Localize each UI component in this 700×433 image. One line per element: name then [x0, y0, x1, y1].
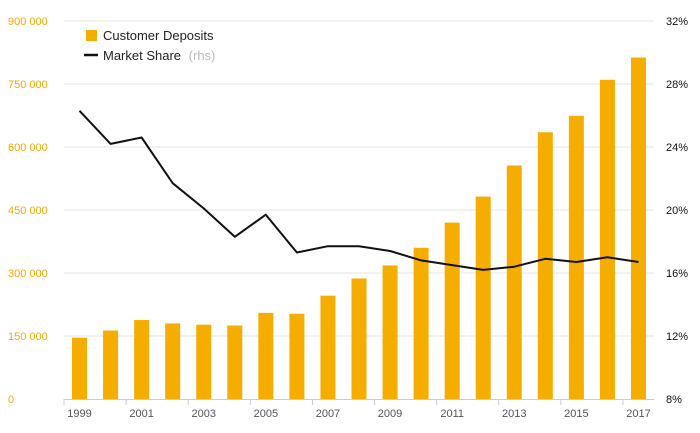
deposit-bar — [599, 79, 615, 400]
deposit-bar — [630, 57, 646, 399]
legend: Customer Deposits Market Share (rhs) — [84, 28, 215, 63]
gridlines — [64, 20, 654, 337]
x-tick-label: 2011 — [440, 408, 464, 420]
deposit-bar — [320, 295, 336, 399]
market-share-line — [78, 110, 639, 271]
deposit-bar — [475, 196, 491, 399]
y-left-tick-label: 600 000 — [8, 142, 48, 154]
legend-swatch-deposits — [86, 30, 97, 41]
x-axis — [63, 399, 654, 405]
deposit-bar — [444, 222, 460, 399]
market-share-line-group — [78, 110, 639, 271]
y-right-tick-label: 28% — [666, 79, 688, 91]
x-tick-label: 2009 — [378, 408, 402, 420]
deposit-bar — [227, 325, 243, 399]
x-tick-label: 1999 — [67, 408, 91, 420]
axis-labels: 0 150 000 300 000 450 000 600 000 750 000 900 … — [8, 16, 688, 420]
deposit-bar — [72, 337, 88, 399]
y-left-tick-label: 750 000 — [8, 79, 48, 91]
x-tick-label: 2013 — [502, 408, 526, 420]
y-left-tick-label: 0 — [8, 394, 14, 406]
deposit-bar — [196, 324, 212, 399]
x-tick-label: 2003 — [191, 408, 215, 420]
y-right-tick-label: 24% — [666, 142, 688, 154]
x-tick-label: 2017 — [626, 408, 650, 420]
deposit-bar — [351, 278, 367, 399]
x-tick-label: 2005 — [254, 408, 278, 420]
y-left-tick-label: 150 000 — [8, 331, 48, 343]
y-right-tick-label: 16% — [666, 268, 688, 280]
legend-rhs-note: (rhs) — [189, 48, 216, 63]
deposit-bar — [537, 132, 553, 400]
y-right-tick-label: 32% — [666, 16, 688, 28]
deposit-bar — [413, 247, 429, 399]
deposit-bars — [72, 57, 646, 400]
x-tick-label: 2001 — [129, 408, 153, 420]
legend-label-deposits: Customer Deposits — [103, 28, 214, 43]
x-tick-label: 2015 — [564, 408, 588, 420]
y-left-tick-label: 300 000 — [8, 268, 48, 280]
legend-label-market-share: Market Share (rhs) — [103, 48, 215, 63]
deposit-bar — [134, 320, 150, 399]
deposit-bar — [382, 265, 398, 399]
legend-market-share-text: Market Share — [103, 48, 181, 63]
y-right-tick-label: 8% — [666, 394, 682, 406]
deposit-bar — [165, 323, 181, 399]
deposit-bar — [103, 330, 119, 399]
y-left-tick-label: 450 000 — [8, 205, 48, 217]
y-left-tick-label: 900 000 — [8, 16, 48, 28]
y-right-tick-label: 12% — [666, 331, 688, 343]
y-right-tick-label: 20% — [666, 205, 688, 217]
deposit-bar — [568, 115, 584, 400]
x-tick-label: 2007 — [316, 408, 340, 420]
deposit-bar — [289, 313, 305, 399]
deposit-bar — [258, 312, 274, 399]
deposit-bar — [506, 165, 522, 399]
